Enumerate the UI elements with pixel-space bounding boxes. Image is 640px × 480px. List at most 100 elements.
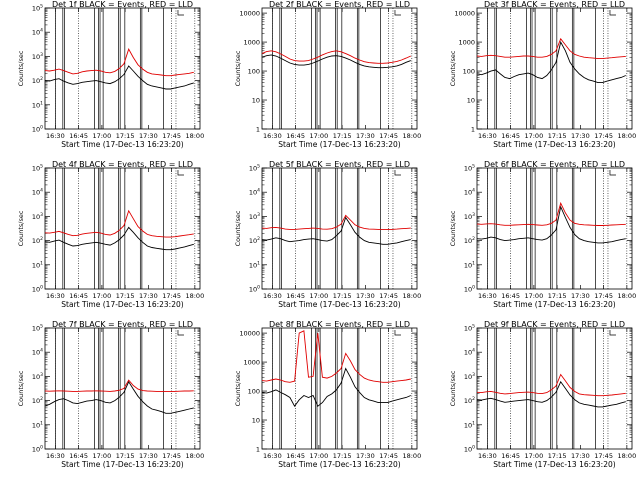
y-axis-label: Counts/sec	[234, 210, 242, 246]
plot-frame	[261, 7, 418, 130]
y-tick-label: 103	[249, 212, 260, 221]
y-tick-label: 101	[464, 260, 475, 269]
series-line-lld	[261, 330, 411, 383]
series-line-lld	[44, 209, 194, 238]
plot-frame	[476, 167, 633, 290]
y-tick-label: 101	[249, 260, 260, 269]
y-tick-exponent: 3	[40, 212, 43, 218]
plot-frame	[261, 327, 418, 450]
y-tick-exponent: 0	[257, 285, 260, 291]
y-tick-label: 103	[32, 372, 43, 381]
x-tick-label: 17:30	[356, 452, 375, 460]
chart-panel-1: Det 1f BLACK = Events, RED = LLD 16:30 16:…	[17, 0, 204, 149]
x-tick-label: 16:30	[46, 452, 65, 460]
x-tick-label: 18:00	[185, 132, 204, 140]
y-axis-label: Counts/sec	[234, 50, 242, 86]
y-tick-exponent: 0	[472, 445, 475, 451]
series-line-lld	[261, 214, 411, 231]
y-tick-label: 100	[463, 68, 475, 76]
x-tick-label: 18:00	[402, 452, 421, 460]
y-tick-label: 101	[32, 420, 43, 429]
x-tick-label: 16:45	[69, 452, 88, 460]
y-tick-exponent: 5	[40, 164, 43, 170]
series-line-events	[261, 367, 411, 408]
series-line-lld	[44, 47, 194, 77]
chart-panel-9: Det 9f BLACK = Events, RED = LLD 16:30 16:…	[449, 320, 636, 469]
x-tick-label: 17:00	[92, 132, 111, 140]
chart-title: Det 2f BLACK = Events, RED = LLD	[269, 0, 410, 9]
y-tick-label: 102	[464, 236, 475, 245]
chart-title: Det 6f BLACK = Events, RED = LLD	[484, 160, 625, 169]
chart-title: Det 1f BLACK = Events, RED = LLD	[52, 0, 193, 9]
y-tick-label: 100	[248, 68, 260, 76]
series-line-events	[44, 65, 194, 90]
x-axis-label: Start Time (17-Dec-13 16:23:20)	[61, 460, 183, 469]
x-tick-label: 16:30	[46, 292, 65, 300]
y-tick-label: 102	[249, 236, 260, 245]
x-tick-label: 17:45	[162, 452, 181, 460]
x-tick-label: 16:30	[478, 132, 497, 140]
x-tick-label: 17:45	[162, 292, 181, 300]
x-tick-label: 17:15	[548, 132, 567, 140]
y-tick-label: 1000	[243, 359, 260, 367]
x-axis-label: Start Time (17-Dec-13 16:23:20)	[278, 460, 400, 469]
y-tick-label: 105	[464, 164, 475, 173]
chart-title: Det 3f BLACK = Events, RED = LLD	[484, 0, 625, 9]
y-tick-exponent: 1	[257, 260, 260, 266]
y-tick-label: 103	[32, 52, 43, 61]
corner-mark	[177, 170, 184, 176]
corner-mark	[394, 170, 401, 176]
x-tick-label: 16:45	[286, 132, 305, 140]
x-tick-label: 17:00	[524, 292, 543, 300]
x-tick-label: 17:00	[309, 452, 328, 460]
x-tick-label: 17:45	[379, 292, 398, 300]
y-tick-label: 101	[32, 260, 43, 269]
y-axis-label: Counts/sec	[449, 50, 457, 86]
x-tick-label: 17:45	[162, 132, 181, 140]
y-tick-label: 102	[464, 396, 475, 405]
x-axis-label: Start Time (17-Dec-13 16:23:20)	[493, 300, 615, 309]
x-tick-label: 17:15	[548, 292, 567, 300]
y-tick-label: 101	[464, 420, 475, 429]
y-tick-label: 104	[464, 348, 475, 357]
x-tick-label: 16:30	[478, 292, 497, 300]
y-tick-exponent: 3	[40, 372, 43, 378]
x-axis-label: Start Time (17-Dec-13 16:23:20)	[61, 140, 183, 149]
x-tick-label: 17:30	[139, 452, 158, 460]
y-tick-label: 1	[471, 126, 475, 134]
y-tick-exponent: 1	[472, 260, 475, 266]
chart-title: Det 9f BLACK = Events, RED = LLD	[484, 320, 625, 329]
y-axis-label: Counts/sec	[449, 210, 457, 246]
y-tick-label: 104	[32, 188, 43, 197]
x-tick-label: 17:30	[571, 132, 590, 140]
x-tick-label: 16:30	[263, 132, 282, 140]
x-tick-label: 16:30	[263, 452, 282, 460]
y-tick-label: 101	[32, 100, 43, 109]
y-tick-exponent: 5	[40, 4, 43, 10]
y-axis-label: Counts/sec	[449, 370, 457, 406]
x-tick-label: 17:00	[524, 132, 543, 140]
x-tick-label: 17:45	[594, 292, 613, 300]
y-tick-exponent: 2	[40, 236, 43, 242]
chart-title: Det 5f BLACK = Events, RED = LLD	[269, 160, 410, 169]
y-tick-exponent: 4	[40, 28, 43, 34]
y-tick-exponent: 4	[40, 188, 43, 194]
x-axis-label: Start Time (17-Dec-13 16:23:20)	[493, 140, 615, 149]
y-tick-label: 100	[464, 445, 475, 454]
y-tick-label: 103	[32, 212, 43, 221]
series-line-events	[476, 205, 626, 244]
y-tick-exponent: 2	[40, 76, 43, 82]
corner-mark	[609, 170, 616, 176]
x-tick-label: 16:30	[46, 132, 65, 140]
x-tick-label: 16:30	[263, 292, 282, 300]
chart-panel-8: Det 8f BLACK = Events, RED = LLD 16:30 16:…	[234, 320, 421, 469]
y-tick-label: 100	[32, 285, 43, 294]
plot-frame	[44, 327, 201, 450]
y-tick-exponent: 5	[257, 164, 260, 170]
x-tick-label: 17:15	[333, 452, 352, 460]
y-tick-exponent: 3	[472, 212, 475, 218]
x-tick-label: 18:00	[617, 292, 636, 300]
y-tick-exponent: 5	[472, 324, 475, 330]
x-tick-label: 18:00	[402, 292, 421, 300]
y-tick-label: 105	[464, 324, 475, 333]
